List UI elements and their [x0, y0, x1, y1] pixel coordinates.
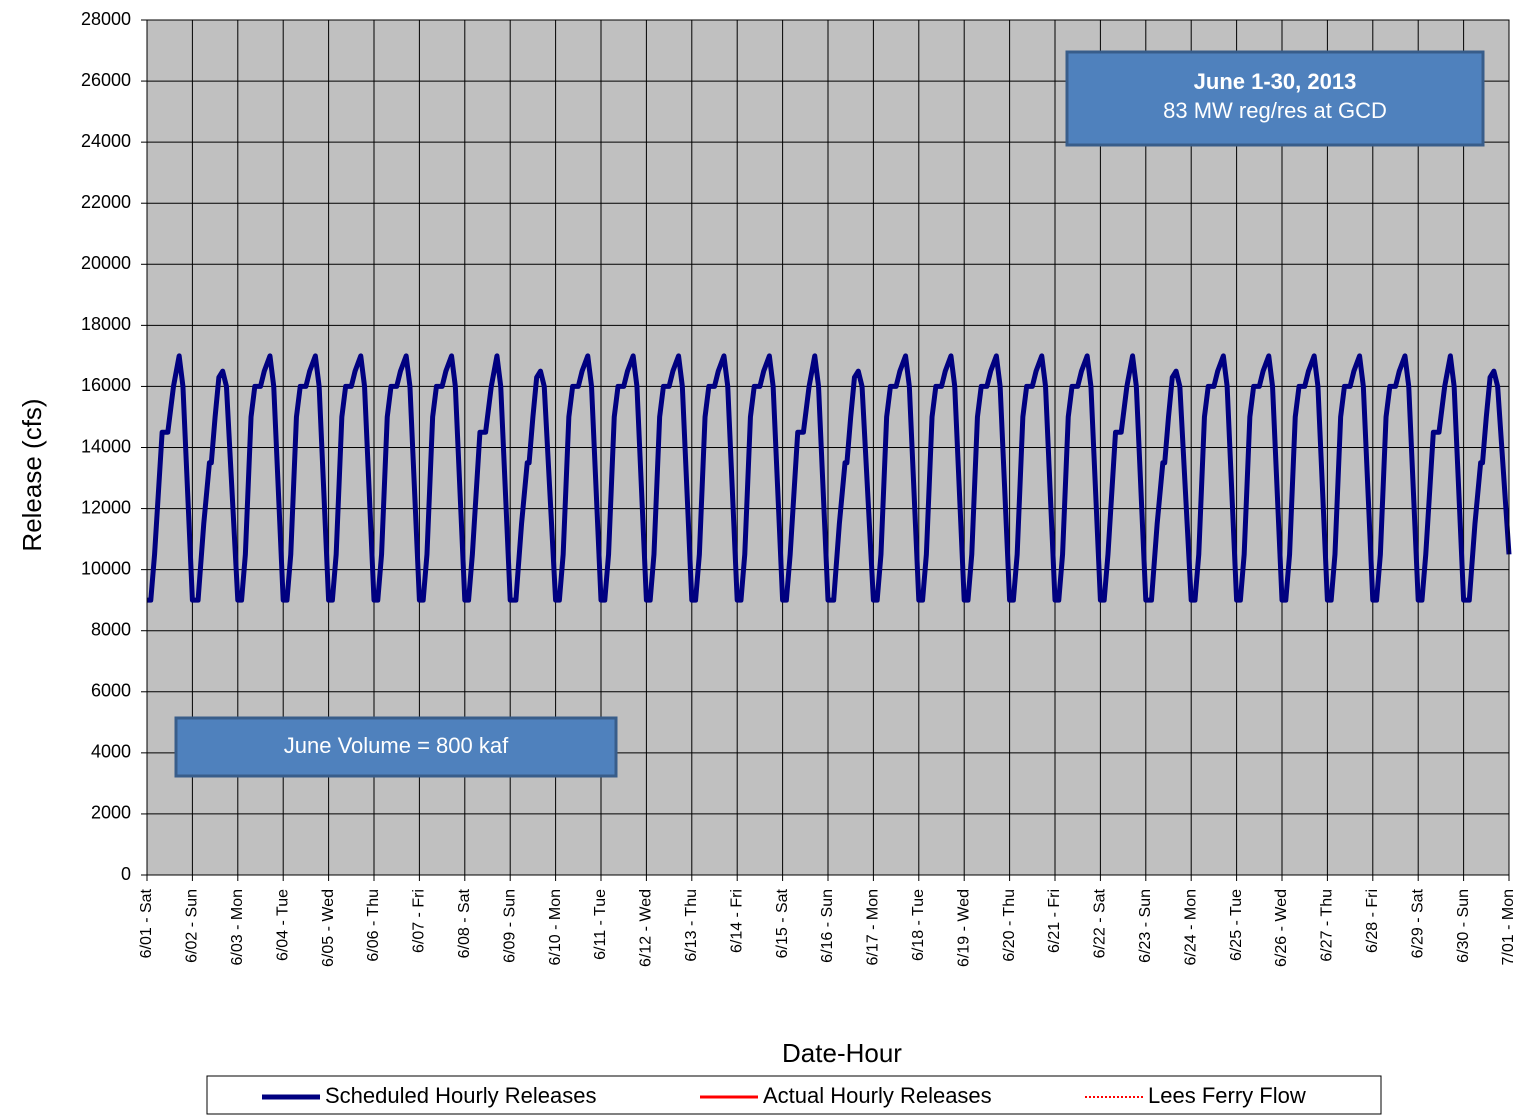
y-tick-label: 12000 — [81, 497, 131, 517]
y-tick-label: 8000 — [91, 619, 131, 639]
legend-label: Lees Ferry Flow — [1148, 1083, 1306, 1108]
x-tick-label: 6/15 - Sat — [774, 888, 791, 958]
annotation-background — [1065, 50, 1485, 147]
x-tick-label: 6/14 - Fri — [728, 889, 745, 953]
legend-items: Scheduled Hourly Releases Actual Hourly R… — [262, 1083, 1306, 1108]
y-tick-label: 18000 — [81, 314, 131, 334]
ticks: 0 2000 4000 6000 8000 10000 12000 14000 16000 180… — [81, 9, 1517, 967]
annotation-text: 83 MW reg/res at GCD — [1163, 98, 1387, 123]
y-tick-label: 28000 — [81, 9, 131, 29]
x-tick-label: 6/03 - Mon — [229, 889, 246, 965]
y-axis-label: Release (cfs) — [17, 398, 47, 551]
annotation-text: June 1-30, 2013 — [1194, 69, 1357, 94]
x-tick-label: 6/05 - Wed — [320, 889, 337, 967]
annotation-text: June Volume = 800 kaf — [284, 733, 509, 758]
y-tick-label: 0 — [121, 864, 131, 884]
x-tick-label: 6/12 - Wed — [638, 889, 655, 967]
x-tick-label: 6/07 - Fri — [411, 889, 428, 953]
y-tick-label: 26000 — [81, 70, 131, 90]
annotation-box: June 1-30, 2013 83 MW reg/res at GCD — [1065, 50, 1485, 147]
lines — [147, 353, 1512, 603]
y-tick-label: 24000 — [81, 131, 131, 151]
x-tick-label: 6/23 - Sun — [1137, 889, 1154, 963]
annotation-background — [174, 716, 618, 778]
y-tick-label: 20000 — [81, 253, 131, 273]
x-tick-label: 6/11 - Tue — [592, 889, 609, 960]
legend-label: Scheduled Hourly Releases — [325, 1083, 597, 1108]
y-tick-label: 2000 — [91, 803, 131, 823]
x-tick-label: 6/02 - Sun — [184, 889, 201, 963]
x-tick-label: 7/01 - Mon — [1500, 889, 1517, 965]
y-tick-label: 4000 — [91, 742, 131, 762]
x-tick-label: 6/30 - Sun — [1455, 889, 1472, 963]
x-tick-label: 6/24 - Mon — [1182, 889, 1199, 965]
x-tick-label: 6/17 - Mon — [865, 889, 882, 965]
legend-label: Actual Hourly Releases — [763, 1083, 992, 1108]
x-tick-label: 6/28 - Fri — [1364, 889, 1381, 953]
x-tick-label: 6/22 - Sat — [1092, 888, 1109, 958]
x-tick-label: 6/13 - Thu — [683, 889, 700, 962]
y-tick-label: 6000 — [91, 681, 131, 701]
legend — [206, 1075, 1382, 1115]
x-tick-label: 6/01 - Sat — [138, 888, 155, 958]
x-tick-label: 6/08 - Sat — [456, 888, 473, 958]
x-tick-label: 6/18 - Tue — [910, 889, 927, 961]
y-tick-label: 10000 — [81, 558, 131, 578]
y-tick-label: 16000 — [81, 375, 131, 395]
x-axis-label: Date-Hour — [782, 1038, 902, 1068]
x-tick-label: 6/06 - Thu — [365, 889, 382, 962]
x-tick-label: 6/21 - Fri — [1046, 889, 1063, 953]
y-tick-label: 14000 — [81, 436, 131, 456]
y-tick-label: 22000 — [81, 192, 131, 212]
x-tick-label: 6/19 - Wed — [955, 889, 972, 967]
x-tick-label: 6/04 - Tue — [274, 889, 291, 961]
x-tick-label: 6/20 - Thu — [1001, 889, 1018, 962]
x-tick-label: 6/09 - Sun — [501, 889, 518, 963]
x-tick-label: 6/10 - Mon — [547, 889, 564, 965]
x-tick-label: 6/29 - Sat — [1409, 888, 1426, 958]
x-tick-label: 6/16 - Sun — [819, 889, 836, 963]
annotation-box: June Volume = 800 kaf — [174, 716, 618, 778]
x-tick-label: 6/25 - Tue — [1228, 889, 1245, 961]
x-tick-label: 6/27 - Thu — [1319, 889, 1336, 962]
x-tick-label: 6/26 - Wed — [1273, 889, 1290, 967]
series-line — [147, 353, 1512, 603]
